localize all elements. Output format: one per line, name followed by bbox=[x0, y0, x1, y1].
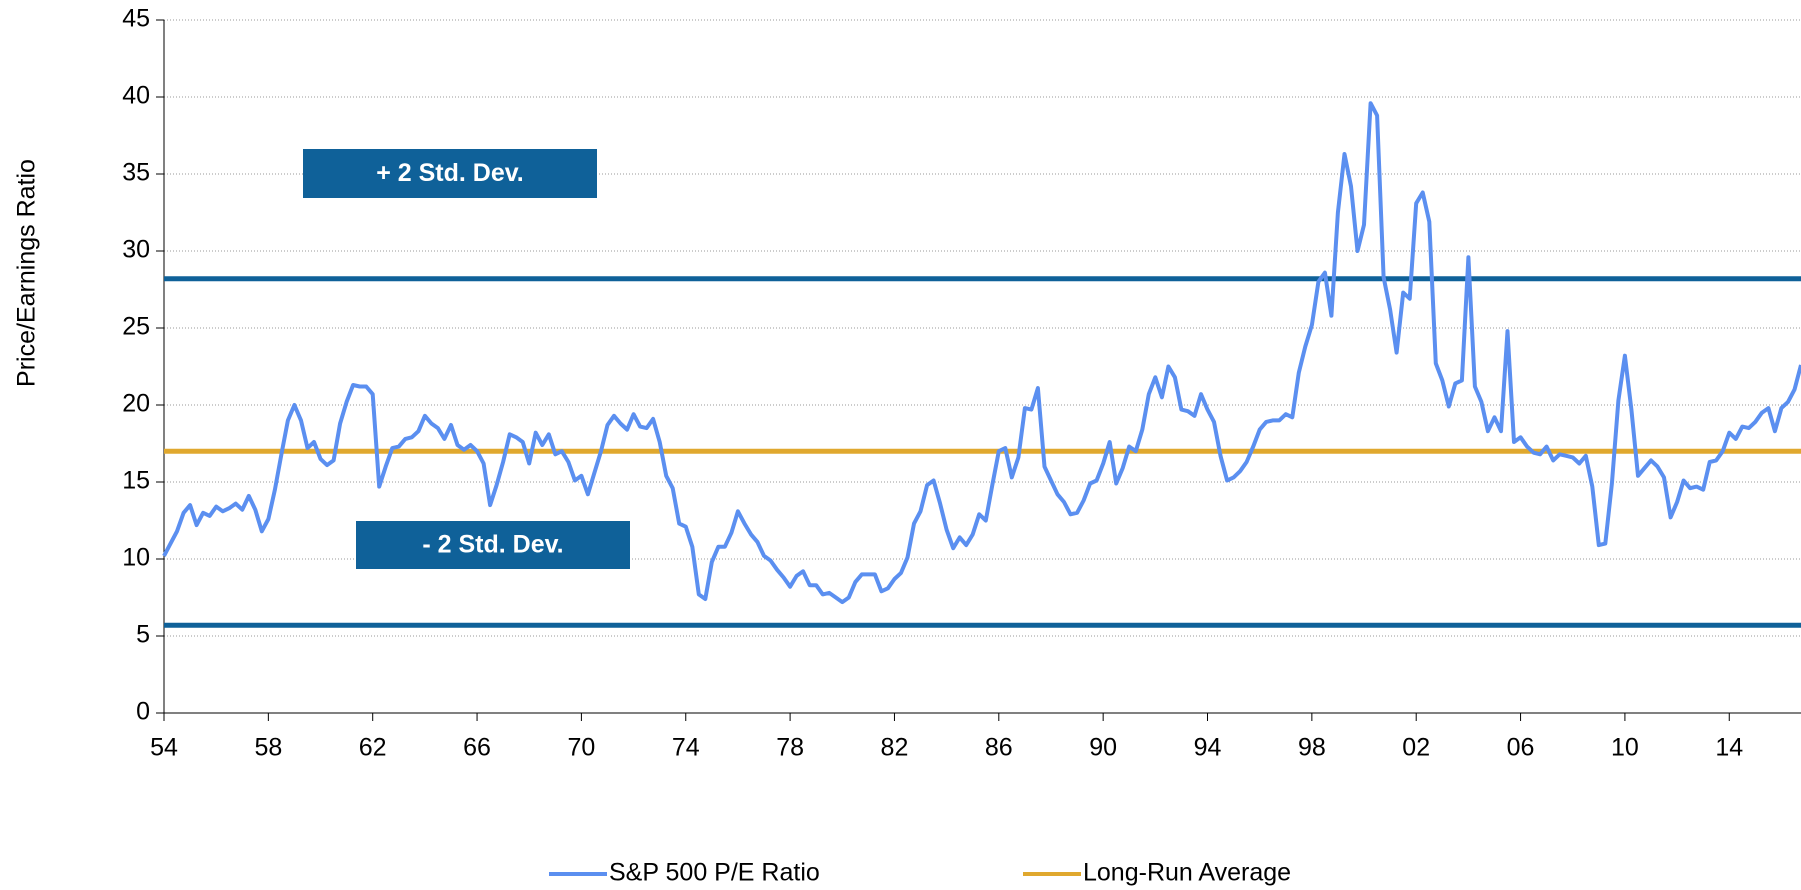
band-label-box bbox=[303, 149, 597, 198]
x-tick-label: 02 bbox=[1402, 734, 1430, 762]
x-tick-label: 86 bbox=[985, 734, 1013, 762]
x-tick-label: 90 bbox=[1089, 734, 1117, 762]
legend-label: Long-Run Average bbox=[1083, 859, 1291, 887]
band-label: + 2 Std. Dev. bbox=[376, 159, 524, 187]
y-tick-label: 15 bbox=[122, 467, 150, 495]
x-tick-label: 74 bbox=[672, 734, 700, 762]
x-tick-label: 78 bbox=[776, 734, 804, 762]
y-tick-label: 20 bbox=[122, 390, 150, 418]
legend-label: S&P 500 P/E Ratio bbox=[609, 859, 820, 887]
x-tick-label: 14 bbox=[1715, 734, 1743, 762]
y-tick-label: 10 bbox=[122, 544, 150, 572]
x-tick-label: 62 bbox=[359, 734, 387, 762]
y-tick-label: 40 bbox=[122, 82, 150, 110]
x-tick-label: 94 bbox=[1194, 734, 1222, 762]
series-line bbox=[162, 101, 1801, 605]
x-tick-label: 66 bbox=[463, 734, 491, 762]
x-tick-label: 98 bbox=[1298, 734, 1326, 762]
y-tick-label: 5 bbox=[136, 621, 150, 649]
band-label: - 2 Std. Dev. bbox=[422, 531, 563, 559]
x-tick-label: 06 bbox=[1507, 734, 1535, 762]
x-tick-label: 58 bbox=[254, 734, 282, 762]
x-tick-label: 10 bbox=[1611, 734, 1639, 762]
y-tick-label: 0 bbox=[136, 698, 150, 726]
band-label-box bbox=[356, 521, 630, 569]
x-tick-label: 54 bbox=[150, 734, 178, 762]
x-tick-label: 82 bbox=[881, 734, 909, 762]
y-tick-label: 30 bbox=[122, 236, 150, 264]
y-tick-label: 25 bbox=[122, 313, 150, 341]
x-tick-label: 70 bbox=[567, 734, 595, 762]
y-tick-label: 45 bbox=[122, 5, 150, 33]
y-axis-label: Price/Earnings Ratio bbox=[13, 159, 41, 387]
y-tick-label: 35 bbox=[122, 159, 150, 187]
